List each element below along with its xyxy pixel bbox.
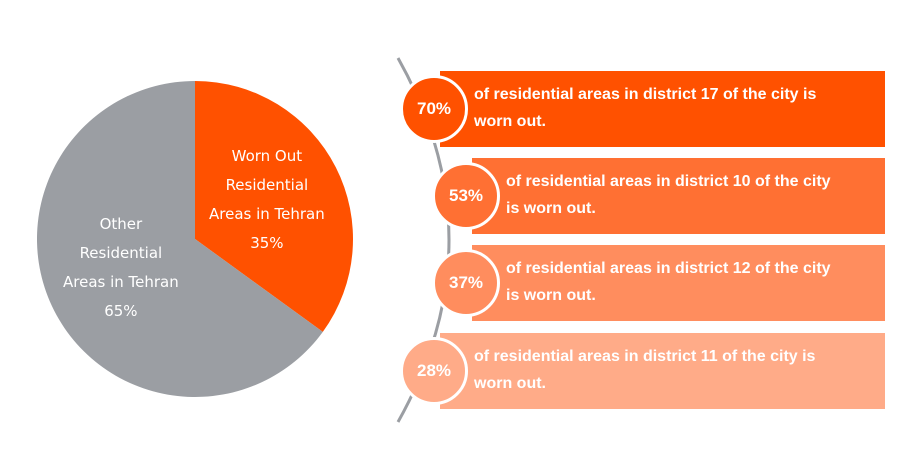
district-text-line: of residential areas in district 12 of t… bbox=[506, 260, 831, 277]
pie-chart bbox=[36, 81, 353, 397]
district-bar: of residential areas in district 12 of t… bbox=[472, 245, 885, 321]
pie-slice-label-line: Worn Out bbox=[231, 147, 303, 165]
pie-slice-label-line: Residential bbox=[79, 244, 163, 262]
pie-slice-1 bbox=[195, 81, 353, 332]
district-percent-circle: 37% bbox=[432, 249, 500, 317]
district-item: of residential areas in district 10 of t… bbox=[0, 158, 900, 234]
pie-slice-2 bbox=[36, 81, 323, 397]
pie-slice-label-2: Other Residential Areas in Tehran 65% bbox=[63, 210, 179, 326]
pie-slice-label-line: Areas in Tehran bbox=[209, 205, 325, 223]
district-text-line: of residential areas in district 17 of t… bbox=[474, 86, 817, 103]
pie-slice-label-line: Other bbox=[99, 215, 143, 233]
district-bar: of residential areas in district 11 of t… bbox=[440, 333, 885, 409]
district-bar: of residential areas in district 17 of t… bbox=[440, 71, 885, 147]
district-percent-circle: 53% bbox=[432, 162, 500, 230]
pie-slice-value: 65% bbox=[104, 302, 138, 320]
district-text-line: worn out. bbox=[474, 113, 546, 130]
district-item: of residential areas in district 12 of t… bbox=[0, 245, 900, 321]
district-percent-circle: 28% bbox=[400, 337, 468, 405]
district-text-line: is worn out. bbox=[506, 200, 596, 217]
district-item: of residential areas in district 11 of t… bbox=[0, 333, 900, 409]
district-text-line: worn out. bbox=[474, 375, 546, 392]
district-percent-circle: 70% bbox=[400, 75, 468, 143]
district-text-line: of residential areas in district 11 of t… bbox=[474, 348, 816, 365]
pie-slice-label-line: Areas in Tehran bbox=[63, 273, 179, 291]
district-bar: of residential areas in district 10 of t… bbox=[472, 158, 885, 234]
pie-slice-label-1: Worn Out Residential Areas in Tehran 35% bbox=[209, 142, 325, 258]
district-item: of residential areas in district 17 of t… bbox=[0, 71, 900, 147]
pie-slice-value: 35% bbox=[250, 234, 284, 252]
district-text-line: of residential areas in district 10 of t… bbox=[506, 173, 831, 190]
pie-slice-label-line: Residential bbox=[225, 176, 309, 194]
district-text-line: is worn out. bbox=[506, 287, 596, 304]
